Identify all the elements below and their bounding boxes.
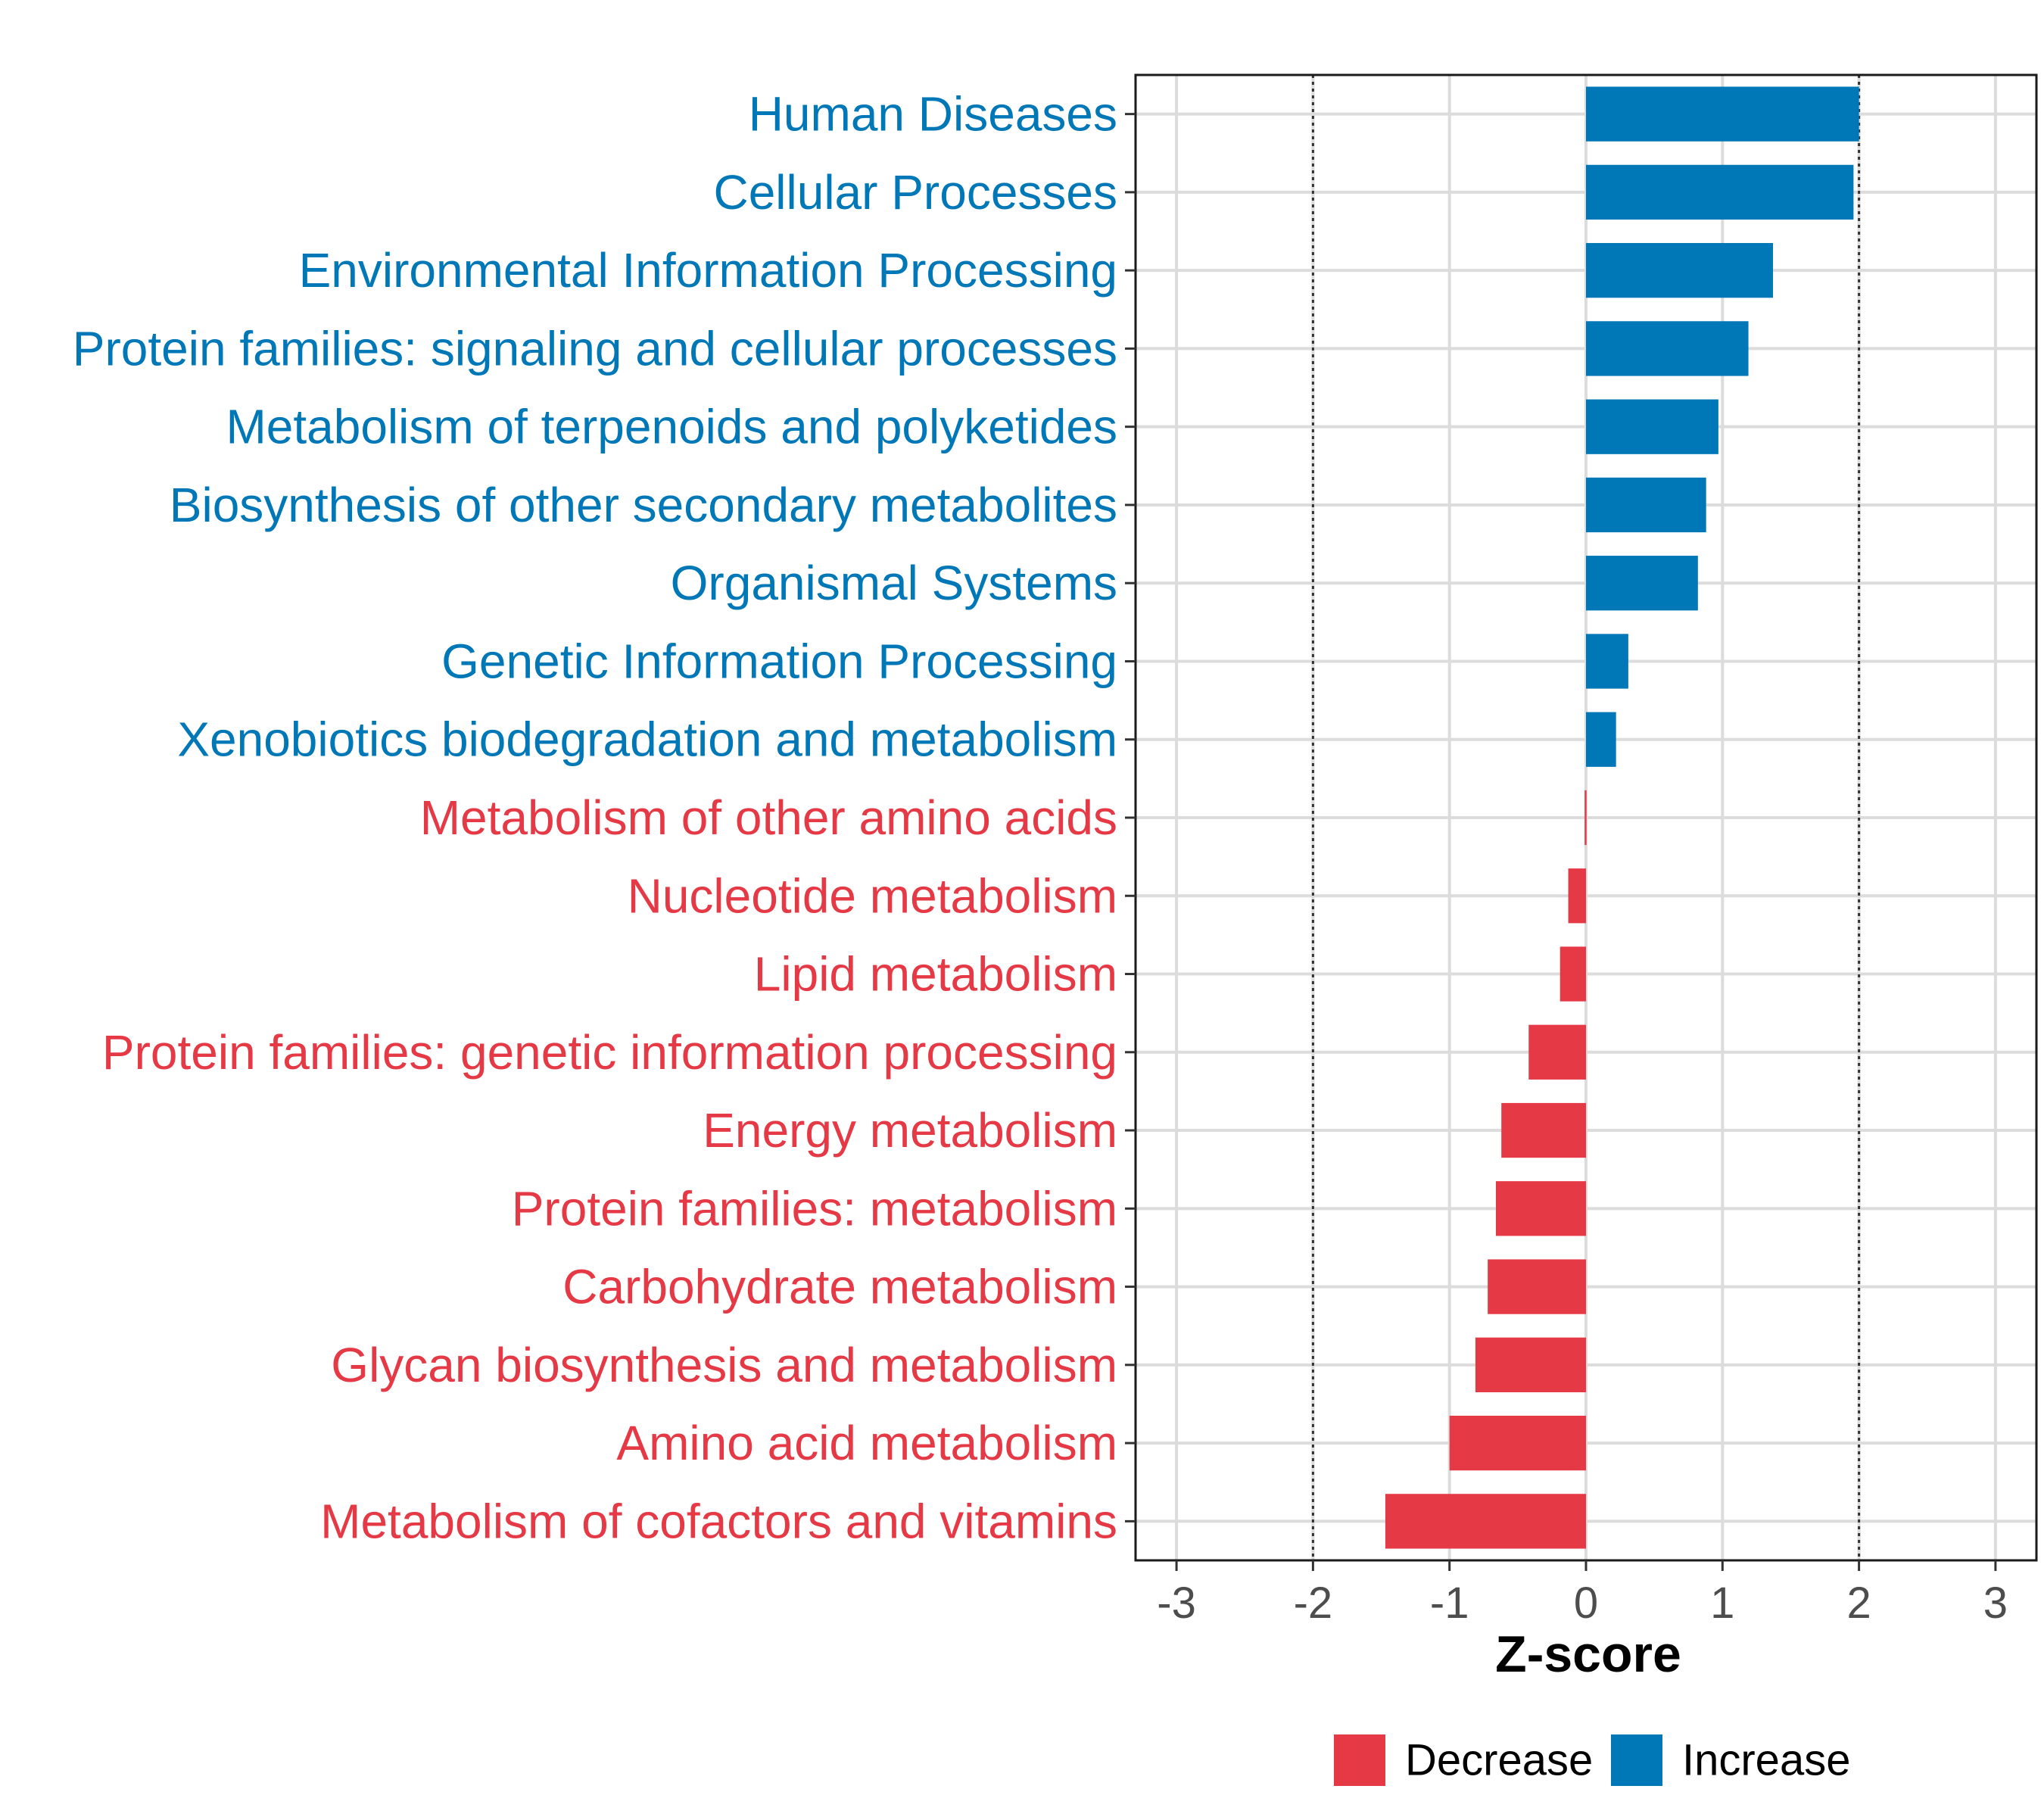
category-label: Metabolism of cofactors and vitamins — [320, 1494, 1117, 1548]
bar — [1528, 1024, 1586, 1080]
x-tick-label: -1 — [1430, 1579, 1469, 1628]
bar — [1568, 868, 1586, 924]
x-tick-label: -3 — [1157, 1579, 1196, 1628]
category-label: Nucleotide metabolism — [628, 868, 1117, 923]
bar — [1586, 712, 1616, 767]
bar — [1501, 1102, 1586, 1158]
category-label: Xenobiotics biodegradation and metabolis… — [177, 712, 1117, 767]
bar — [1449, 1415, 1586, 1471]
legend-swatch-increase — [1611, 1734, 1662, 1786]
x-tick-label: 1 — [1710, 1579, 1734, 1628]
reference-lines — [1311, 75, 1861, 1560]
x-axis-title: Z-score — [1495, 1625, 1681, 1683]
category-label: Organismal Systems — [671, 556, 1117, 610]
x-axis-ticks — [1175, 1560, 1997, 1571]
bar — [1559, 946, 1586, 1002]
x-tick-label: 3 — [1983, 1579, 2008, 1628]
bar — [1586, 556, 1698, 611]
x-axis-tick-labels: -3 -2 -1 0 1 2 3 — [1157, 1579, 2008, 1628]
x-tick-label: 0 — [1574, 1579, 1598, 1628]
legend-label-increase: Increase — [1682, 1736, 1850, 1785]
category-label: Biosynthesis of other secondary metaboli… — [170, 478, 1117, 532]
category-label: Glycan biosynthesis and metabolism — [331, 1338, 1117, 1392]
y-axis-ticks — [1125, 113, 1136, 1522]
category-label: Carbohydrate metabolism — [562, 1260, 1117, 1314]
x-tick-label: -2 — [1294, 1579, 1333, 1628]
legend-label-decrease: Decrease — [1405, 1736, 1593, 1785]
bar — [1488, 1259, 1586, 1314]
category-label: Protein families: signaling and cellular… — [73, 321, 1117, 376]
bar — [1385, 1494, 1586, 1549]
category-label: Environmental Information Processing — [299, 243, 1117, 298]
category-label: Genetic Information Processing — [441, 634, 1117, 688]
category-label: Human Diseases — [749, 87, 1117, 142]
y-axis-labels: Human Diseases Cellular Processes Environm… — [73, 87, 1117, 1549]
bar — [1475, 1337, 1586, 1392]
legend-swatch-decrease — [1334, 1734, 1385, 1786]
category-label: Energy metabolism — [703, 1103, 1117, 1158]
bar — [1586, 243, 1774, 298]
bar — [1586, 164, 1854, 220]
x-tick-label: 2 — [1846, 1579, 1871, 1628]
category-label: Lipid metabolism — [754, 947, 1117, 1002]
legend: Decrease Increase — [1334, 1734, 1850, 1786]
category-label: Amino acid metabolism — [616, 1416, 1117, 1470]
bar — [1496, 1181, 1586, 1236]
bar — [1586, 321, 1749, 376]
category-label: Protein families: genetic information pr… — [102, 1025, 1117, 1080]
bar — [1584, 790, 1587, 846]
category-label: Metabolism of terpenoids and polyketides — [226, 400, 1117, 454]
category-label: Cellular Processes — [713, 165, 1117, 220]
bar — [1586, 86, 1859, 142]
bar — [1586, 634, 1628, 689]
bars — [1385, 86, 1859, 1549]
bar — [1586, 399, 1718, 454]
bar — [1586, 477, 1706, 533]
category-label: Protein families: metabolism — [512, 1181, 1117, 1236]
category-label: Metabolism of other amino acids — [420, 790, 1117, 845]
